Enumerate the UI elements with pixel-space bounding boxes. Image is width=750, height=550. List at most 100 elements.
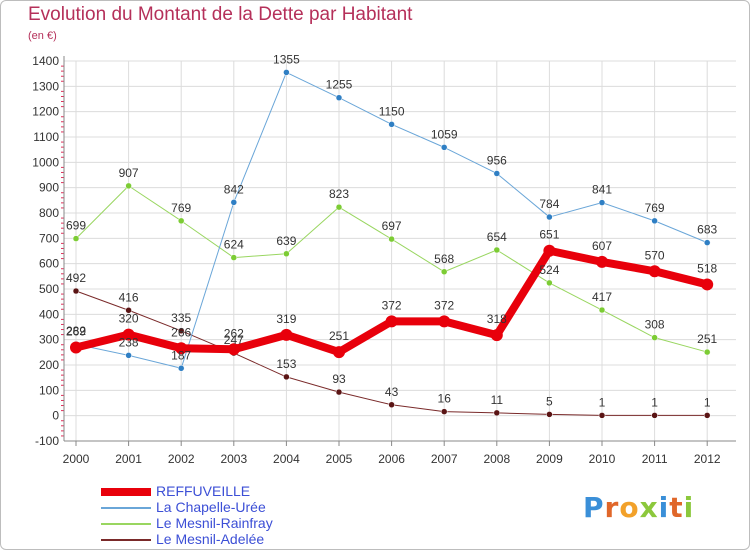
data-label: 492: [66, 271, 86, 285]
data-label: 251: [697, 332, 717, 346]
series-point: [493, 170, 501, 177]
series-point: [701, 278, 714, 291]
y-tick-label: 100: [39, 383, 59, 397]
series-point: [493, 246, 501, 254]
series-point: [125, 352, 132, 359]
series-point: [72, 287, 80, 295]
series-point: [651, 334, 658, 341]
y-tick-label: 0: [52, 409, 59, 423]
y-tick-label: 1200: [32, 105, 59, 119]
legend-swatch: [101, 539, 151, 541]
series-point: [546, 279, 553, 287]
data-label: 266: [171, 325, 191, 339]
series-point: [125, 182, 132, 190]
legend-label: Le Mesnil-Adelée: [156, 531, 265, 547]
data-label: 1: [599, 395, 606, 409]
series-point: [648, 265, 661, 278]
series-point: [335, 94, 343, 101]
data-label: 699: [66, 219, 86, 233]
series-point: [70, 341, 82, 354]
y-tick-label: 700: [39, 231, 59, 245]
x-tick-label: 2007: [431, 452, 458, 466]
series-point: [388, 121, 395, 128]
series-point: [440, 408, 448, 415]
data-label: 11: [491, 393, 504, 407]
data-label: 1059: [431, 127, 458, 141]
data-label: 607: [592, 239, 612, 253]
series-point: [283, 250, 290, 258]
legend-swatch: [101, 488, 151, 496]
data-label: 769: [645, 201, 665, 215]
data-label: 320: [119, 312, 139, 326]
series-point: [333, 346, 345, 359]
x-tick-label: 2009: [536, 452, 563, 466]
data-label: 651: [539, 228, 559, 242]
data-label: 93: [332, 372, 346, 386]
series-point: [280, 328, 293, 341]
data-label: 624: [224, 238, 244, 252]
data-label: 238: [119, 335, 139, 349]
x-tick-label: 2012: [694, 452, 721, 466]
series-point: [598, 306, 606, 314]
legend-label: Le Mesnil-Rainfray: [156, 515, 273, 531]
x-tick-label: 2010: [589, 452, 616, 466]
y-tick-label: 800: [39, 206, 59, 220]
series-point: [283, 69, 290, 76]
data-label: 784: [539, 197, 559, 211]
y-tick-label: -100: [35, 434, 59, 448]
data-label: 262: [224, 326, 244, 340]
data-label: 416: [119, 290, 139, 304]
x-tick-label: 2011: [642, 452, 668, 466]
x-tick-label: 2004: [273, 452, 300, 466]
series-point: [177, 365, 185, 372]
data-label: 318: [487, 312, 507, 326]
y-tick-label: 1100: [33, 130, 59, 144]
chart-title: Evolution du Montant de la Dette par Hab…: [28, 4, 413, 25]
data-label: 187: [171, 348, 191, 362]
data-label: 16: [438, 392, 452, 406]
series-point: [175, 342, 188, 355]
y-tick-label: 300: [39, 333, 59, 347]
data-label: 518: [697, 261, 717, 275]
series-point: [335, 388, 343, 396]
data-label: 43: [385, 385, 399, 399]
data-label: 1: [651, 395, 658, 409]
y-tick-label: 200: [39, 358, 59, 372]
data-label: 570: [645, 248, 665, 262]
data-label: 153: [276, 357, 296, 371]
y-tick-label: 400: [39, 307, 59, 321]
series-point: [438, 315, 451, 328]
series-point: [543, 244, 556, 257]
x-tick-label: 2005: [326, 452, 353, 466]
series-point: [598, 199, 606, 206]
data-label: 639: [276, 234, 296, 248]
series-point: [703, 239, 711, 246]
legend-label: La Chapelle-Urée: [156, 499, 266, 515]
data-label: 1355: [273, 52, 300, 66]
series-point: [546, 411, 553, 418]
data-label: 524: [539, 263, 559, 277]
data-label: 372: [382, 298, 402, 312]
chart-unit: (en €): [28, 30, 57, 42]
series-point: [651, 217, 658, 225]
data-label: 247: [224, 333, 244, 347]
data-label: 282: [66, 324, 86, 338]
series-point: [385, 315, 398, 328]
series-point: [598, 412, 606, 419]
data-label: 842: [224, 182, 244, 196]
data-label: 269: [66, 325, 86, 339]
data-label: 308: [645, 318, 665, 332]
series-point: [230, 254, 238, 261]
data-label: 841: [592, 183, 612, 197]
series-point: [596, 255, 608, 268]
data-label: 1150: [379, 104, 405, 118]
y-tick-label: 900: [39, 181, 59, 195]
x-tick-label: 2002: [168, 452, 195, 466]
series-point: [546, 213, 553, 221]
y-tick-label: 1000: [32, 155, 59, 169]
data-label: 568: [434, 252, 454, 266]
series-point: [283, 373, 290, 381]
data-label: 907: [119, 166, 139, 180]
series-point: [72, 235, 80, 242]
